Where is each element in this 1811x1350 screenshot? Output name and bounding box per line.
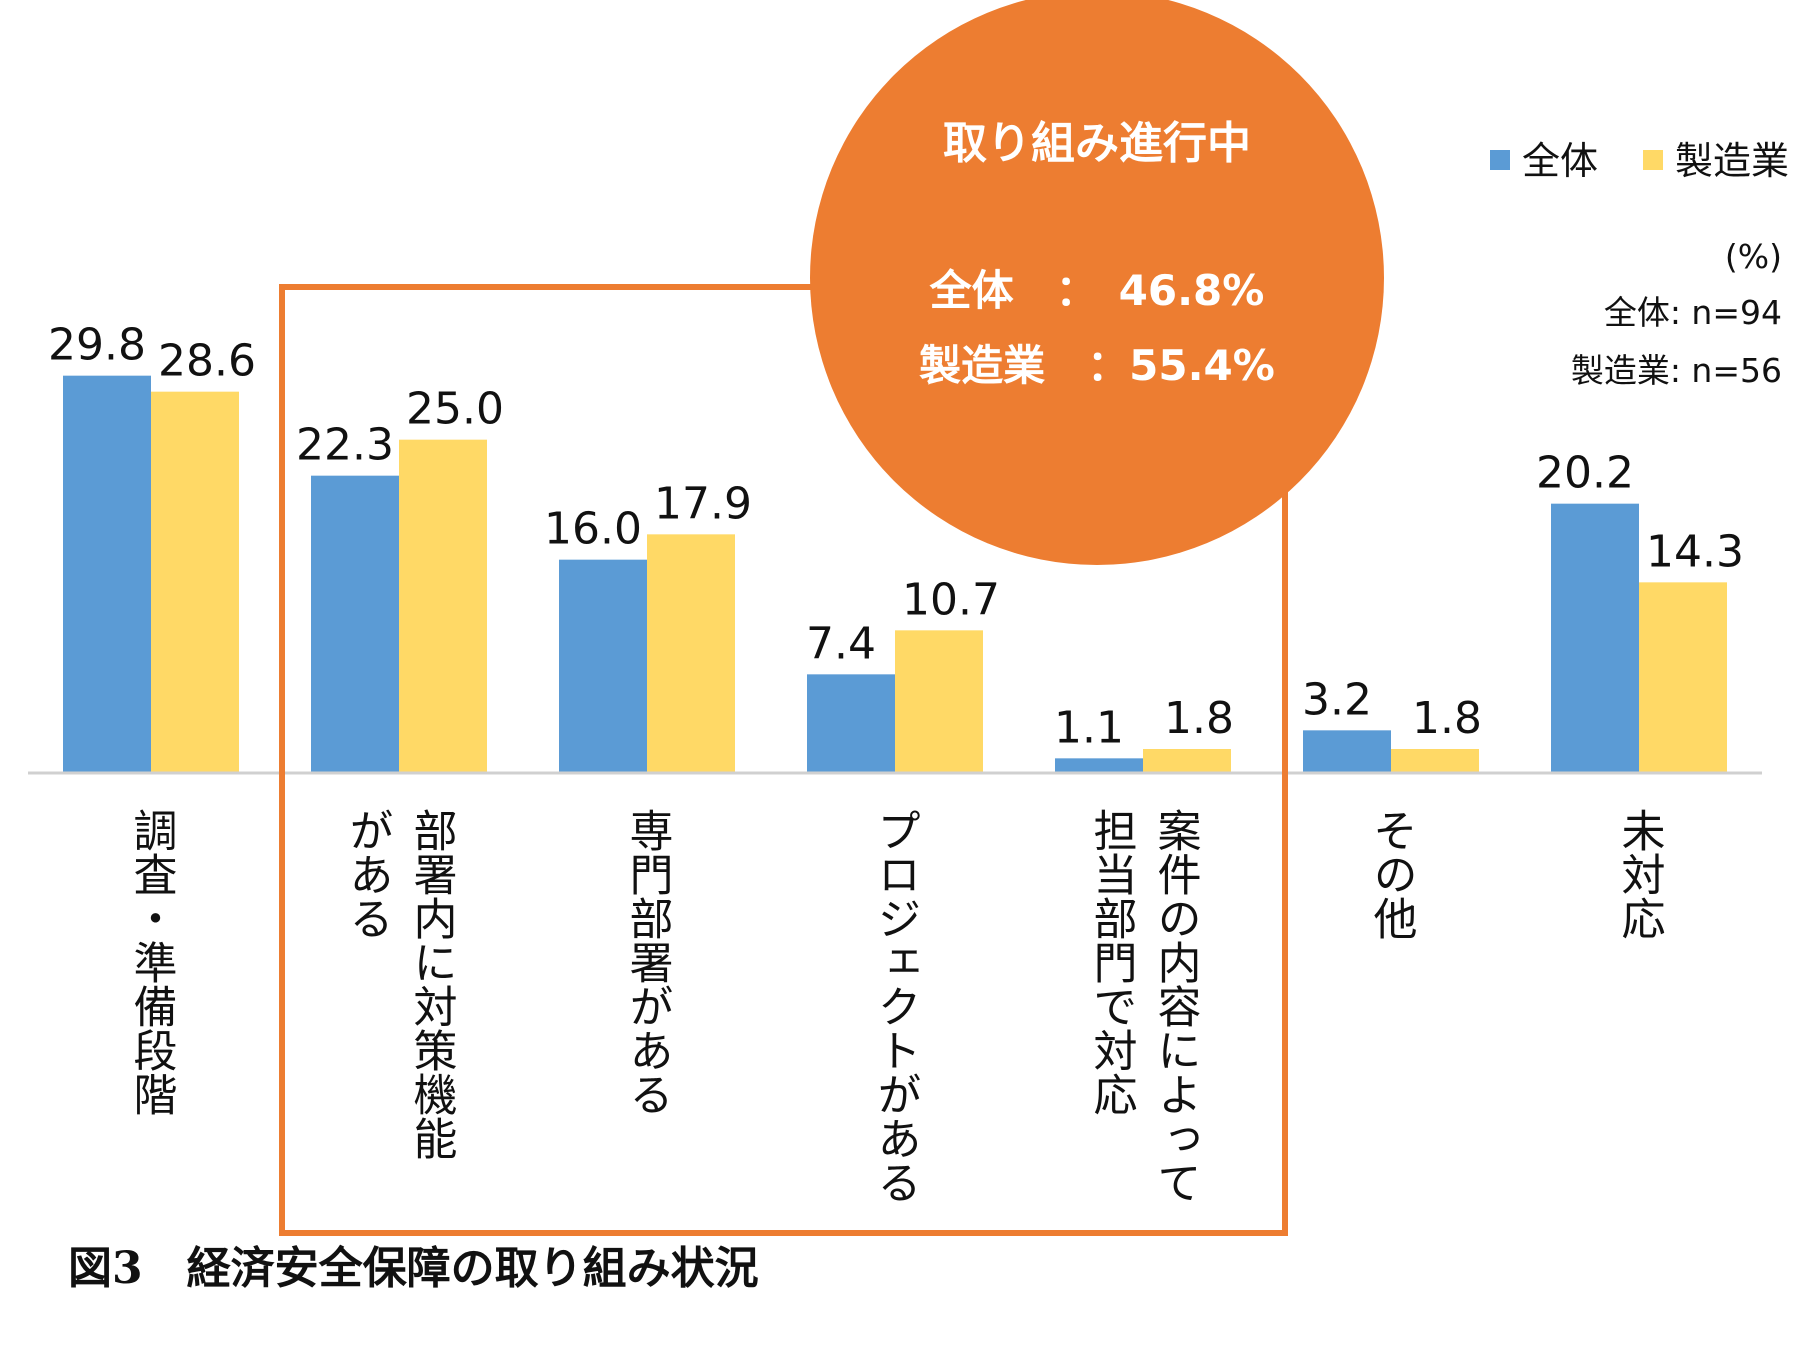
category-label-3-0: プロジェクトがある	[870, 808, 921, 1204]
bar-all-0	[63, 375, 151, 773]
category-label-4-1: 担当部門で対応	[1086, 808, 1137, 1116]
value-label-mfg-6: 14.3	[1646, 526, 1744, 577]
legend-label-mfg: 製造業	[1675, 139, 1789, 183]
category-label-5-0: その他	[1366, 808, 1418, 940]
highlight-circle	[810, 0, 1384, 565]
sample-size-mfg: 製造業: n=56	[1571, 351, 1782, 390]
value-label-all-6: 20.2	[1536, 448, 1634, 499]
value-label-all-4: 1.1	[1054, 702, 1124, 753]
bar-mfg-0	[151, 391, 239, 773]
value-label-mfg-1: 25.0	[406, 384, 504, 435]
value-label-all-3: 7.4	[806, 618, 876, 669]
value-label-all-2: 16.0	[544, 504, 642, 555]
legend: 全体 製造業	[1490, 139, 1789, 183]
category-label-4-0: 案件の内容によって	[1150, 808, 1201, 1204]
sample-size-all: 全体: n=94	[1604, 293, 1782, 332]
highlight-box	[279, 284, 1288, 1236]
category-label-2-0: 専門部署がある	[622, 808, 673, 1116]
category-label-1-0: 部署内に対策機能	[406, 808, 457, 1160]
highlight-title: 取り組み進行中	[943, 118, 1251, 169]
legend-label-all: 全体	[1522, 139, 1598, 183]
highlight-line-all: 全体 ： 46.8%	[929, 266, 1265, 315]
notes: (%) 全体: n=94 製造業: n=56	[1571, 237, 1782, 390]
value-label-all-5: 3.2	[1302, 674, 1372, 725]
bar-all-3	[807, 674, 895, 773]
highlight-circle-group: 取り組み進行中 全体 ： 46.8% 製造業 ：55.4%	[810, 0, 1384, 565]
bar-mfg-4	[1143, 749, 1231, 773]
value-label-mfg-4: 1.8	[1164, 693, 1234, 744]
legend-swatch-all	[1490, 150, 1510, 170]
bar-all-4	[1055, 758, 1143, 773]
category-label-1-1: がある	[342, 808, 393, 940]
bars-layer	[63, 375, 1727, 773]
bar-mfg-2	[647, 534, 735, 773]
category-label-6-0: 未対応	[1614, 808, 1665, 940]
bar-mfg-5	[1391, 749, 1479, 773]
bar-all-6	[1551, 503, 1639, 773]
bar-mfg-1	[399, 439, 487, 773]
bar-mfg-3	[895, 630, 983, 773]
category-label-0-0: 調査・準備段階	[126, 808, 177, 1116]
bar-all-2	[559, 559, 647, 773]
value-label-mfg-0: 28.6	[158, 336, 256, 387]
bar-all-5	[1303, 730, 1391, 773]
bar-all-1	[311, 475, 399, 773]
figure-caption: 図3 経済安全保障の取り組み状況	[68, 1243, 759, 1294]
bar-mfg-6	[1639, 582, 1727, 773]
value-labels: 29.8 28.6 22.325.0 16.0 17.9 7.4 10.7 1.1 1.8 3.2…	[48, 320, 1744, 754]
legend-swatch-mfg	[1643, 150, 1663, 170]
value-label-all-0: 29.8	[48, 320, 146, 371]
value-label-mfg-3: 10.7	[902, 574, 1000, 625]
value-label-all-1: 22.3	[296, 420, 394, 471]
value-label-mfg-2: 17.9	[654, 478, 752, 529]
unit-label: (%)	[1725, 237, 1782, 276]
highlight-line-mfg: 製造業 ：55.4%	[919, 341, 1275, 390]
value-label-mfg-5: 1.8	[1412, 693, 1482, 744]
